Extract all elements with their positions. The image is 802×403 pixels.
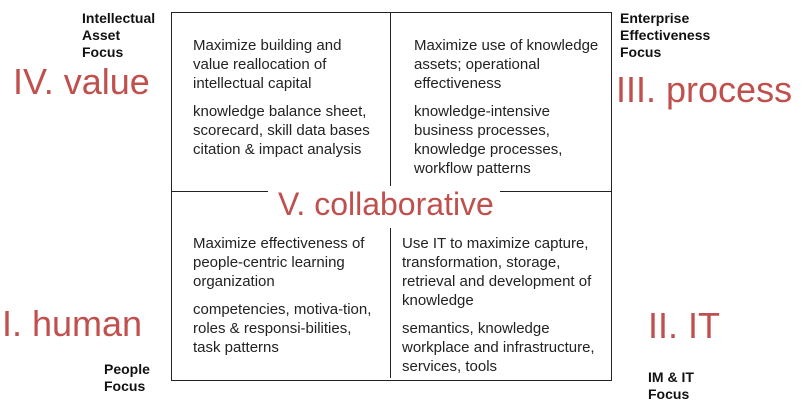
quadrant-frame [171, 12, 612, 381]
vertical-divider-bottom [390, 228, 391, 378]
label-collaborative: V. collaborative [278, 186, 494, 222]
corner-line: Focus [620, 44, 662, 60]
quadrant-items: semantics, knowledge workplace and infra… [402, 320, 595, 375]
quadrant-bottom-left: Maximize effectiveness of people-centric… [193, 234, 378, 366]
label-it: II. IT [648, 305, 720, 346]
quadrant-goal: Use IT to maximize capture, transformati… [402, 235, 592, 309]
corner-line: Focus [82, 44, 124, 60]
quadrant-bottom-right: Use IT to maximize capture, transformati… [402, 234, 610, 385]
corner-line: Intellectual [82, 10, 156, 26]
quadrant-top-right: Maximize use of knowledge assets; operat… [414, 36, 599, 187]
corner-line: Enterprise [620, 10, 690, 26]
label-process: III. process [616, 69, 793, 110]
label-value: IV. value [13, 61, 150, 102]
corner-label-people-focus: People Focus [104, 361, 150, 395]
quadrant-goal: Maximize building and value reallocation… [193, 37, 342, 92]
quadrant-top-left: Maximize building and value reallocation… [193, 36, 378, 168]
corner-line: IM & IT [648, 369, 694, 385]
corner-label-intellectual-asset-focus: Intellectual Asset Focus [82, 10, 155, 61]
corner-line: Effectiveness [620, 27, 711, 43]
corner-label-enterprise-effectiveness-focus: Enterprise Effectiveness Focus [620, 10, 710, 61]
label-human: I. human [2, 303, 143, 344]
corner-line: Focus [648, 386, 690, 402]
corner-line: Asset [82, 27, 121, 43]
quadrant-items: knowledge balance sheet, scorecard, skil… [193, 103, 370, 158]
corner-line: People [104, 361, 150, 377]
quadrant-goal: Maximize use of knowledge assets; operat… [414, 37, 599, 92]
quadrant-goal: Maximize effectiveness of people-centric… [193, 235, 365, 290]
vertical-divider-top [390, 12, 391, 192]
corner-line: Focus [104, 378, 146, 394]
quadrant-items: competencies, motiva-tion, roles & respo… [193, 301, 372, 356]
corner-label-im-it-focus: IM & IT Focus [648, 369, 694, 403]
collaborative-label-backdrop [268, 186, 500, 224]
quadrant-items: knowledge-intensive business processes, … [414, 103, 563, 177]
